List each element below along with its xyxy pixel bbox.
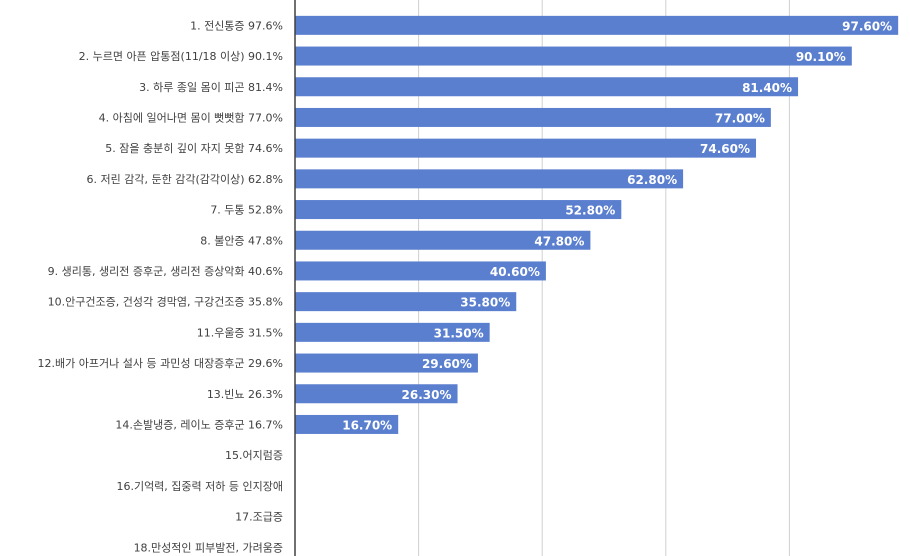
data-label: 52.80% — [565, 204, 615, 218]
bar — [295, 46, 852, 66]
bar — [295, 200, 622, 220]
category-label: 17.조급증 — [235, 511, 283, 524]
bar — [295, 230, 591, 250]
category-label: 1. 전신통증 97.6% — [190, 19, 283, 32]
category-label: 7. 두통 52.8% — [210, 204, 283, 217]
data-label: 74.60% — [700, 142, 750, 156]
category-label: 16.기억력, 집중력 저하 등 인지장애 — [116, 479, 283, 493]
bar — [295, 384, 458, 404]
category-label: 3. 하루 종일 몸이 피곤 81.4% — [139, 80, 283, 94]
category-label: 11.우울증 31.5% — [197, 326, 283, 339]
category-label: 9. 생리통, 생리전 증후군, 생리전 증상악화 40.6% — [48, 265, 283, 278]
category-label: 10.안구건조증, 건성각 경막염, 구강건조증 35.8% — [48, 296, 283, 309]
bar — [295, 322, 490, 342]
bar — [295, 169, 684, 189]
data-label: 62.80% — [627, 173, 677, 187]
data-label: 81.40% — [742, 81, 792, 95]
data-label: 77.00% — [715, 111, 765, 125]
bar — [295, 261, 546, 281]
bar — [295, 107, 771, 127]
data-label: 16.70% — [342, 418, 392, 432]
bars — [295, 15, 899, 434]
data-label: 40.60% — [490, 265, 540, 279]
data-label: 29.60% — [422, 357, 472, 371]
category-label: 15.어지럼증 — [225, 449, 283, 462]
bar — [295, 292, 517, 312]
bar — [295, 77, 799, 97]
data-label: 97.60% — [842, 19, 892, 33]
category-label: 4. 아침에 일어나면 몸이 뻣뻣함 77.0% — [99, 110, 283, 124]
value-labels: 97.60% 90.10% 81.40% 77.00% 74.60% 62.80% 52.8… — [342, 19, 892, 432]
category-label: 13.빈뇨 26.3% — [207, 388, 283, 401]
bar — [295, 138, 757, 158]
category-labels: 1. 전신통증 97.6% 2. 누르면 아픈 압통점(11/18 이상) 90.… — [38, 19, 283, 554]
category-label: 8. 불안증 47.8% — [200, 234, 283, 247]
data-label: 35.80% — [460, 296, 510, 310]
category-label: 5. 잠을 충분히 깊이 자지 못함 74.6% — [105, 141, 283, 155]
data-label: 90.10% — [796, 50, 846, 64]
category-label: 12.배가 아프거나 설사 등 과민성 대장증후군 29.6% — [38, 357, 283, 370]
bar — [295, 353, 478, 373]
category-label: 14.손발냉증, 레이노 증후군 16.7% — [115, 418, 283, 431]
data-label: 47.80% — [534, 234, 584, 248]
bar — [295, 15, 899, 35]
data-label: 31.50% — [434, 326, 484, 340]
category-label: 18.만성적인 피부발전, 가려움증 — [134, 541, 283, 554]
category-label: 6. 저린 감각, 둔한 감각(감각이상) 62.8% — [87, 173, 283, 186]
bar — [295, 414, 399, 434]
category-label: 2. 누르면 아픈 압통점(11/18 이상) 90.1% — [79, 50, 283, 63]
data-label: 26.30% — [402, 388, 452, 402]
